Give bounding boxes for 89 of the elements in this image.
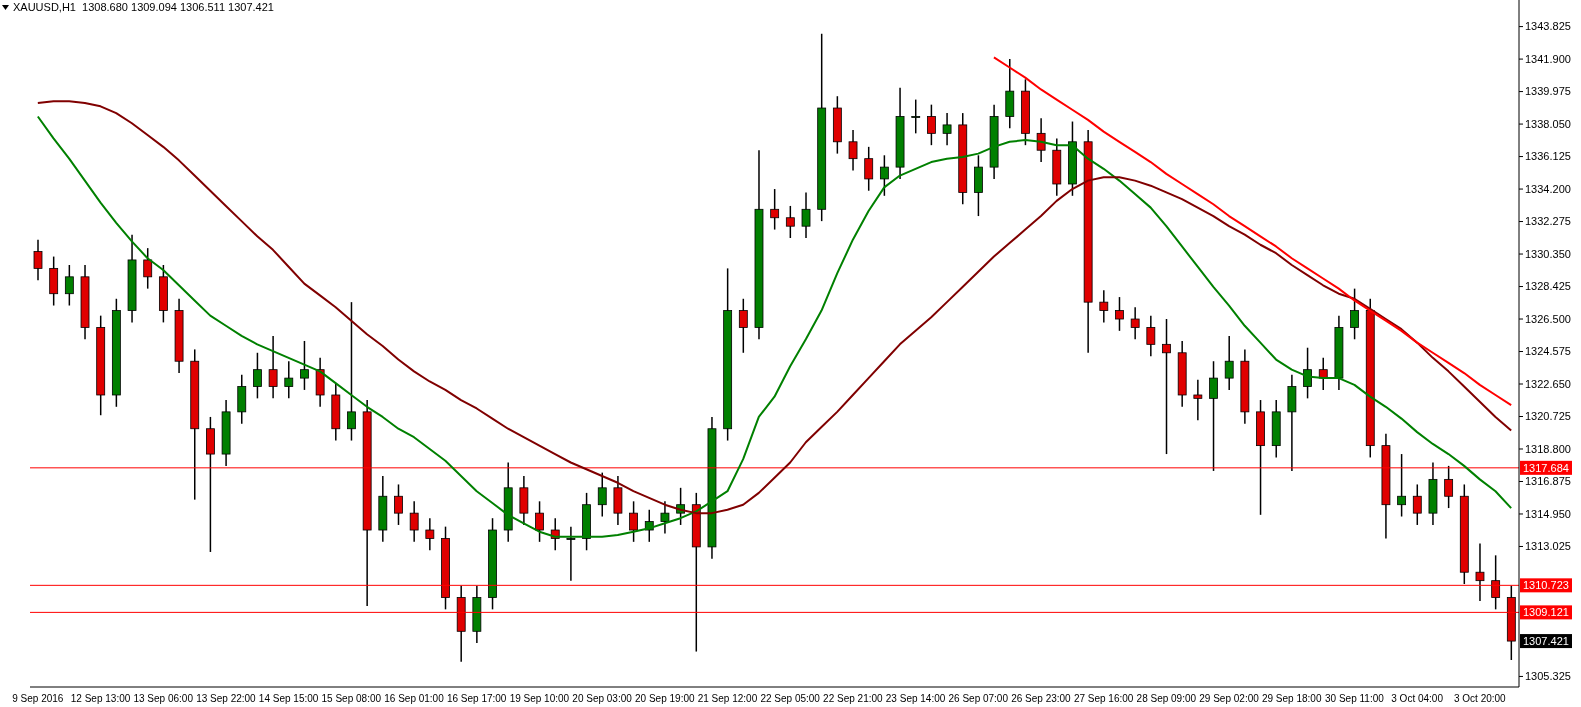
y-tick-label: 1336.125 [1525,150,1571,163]
y-tick-label: 1338.050 [1525,117,1571,130]
x-tick-label: 12 Sep 13:00 [70,693,131,705]
x-tick-label: 27 Sep 16:00 [1073,693,1134,705]
x-tick-label: 29 Sep 18:00 [1261,693,1322,705]
candlestick [770,188,780,231]
x-tick-label: 16 Sep 17:00 [446,693,507,705]
x-tick-label: 22 Sep 05:00 [760,693,821,705]
candlestick [1146,314,1156,357]
x-tick-label: 15 Sep 08:00 [321,693,382,705]
x-tick-label: 28 Sep 09:00 [1136,693,1197,705]
x-tick-label: 13 Sep 22:00 [196,693,257,705]
candlestick [300,340,309,391]
x-tick-label: 29 Sep 02:00 [1199,693,1260,705]
candlestick [1036,117,1046,163]
candlestick [1099,289,1109,324]
y-tick-label: 1339.975 [1525,85,1571,98]
x-tick-label: 22 Sep 21:00 [823,693,884,705]
candlestick [911,98,921,135]
candlestick [1224,335,1234,391]
candlestick [1350,287,1359,341]
candlestick [785,205,795,239]
candlestick [660,500,670,535]
candlestick [738,298,748,354]
x-tick-label: 21 Sep 12:00 [697,693,758,705]
x-tick-label: 20 Sep 19:00 [635,693,695,705]
candlestick [864,146,874,192]
candlestick [801,191,811,239]
candlestick [1162,318,1171,455]
y-tick-label: 1322.650 [1525,377,1571,390]
candlestick [535,500,544,543]
y-tick-label: 1334.200 [1525,182,1571,195]
candlestick [848,129,858,172]
candlestick [1130,306,1140,341]
candlestick [425,517,435,552]
x-tick-label: 20 Sep 03:00 [572,693,633,705]
candlestick [879,154,889,197]
candlestick [284,360,294,400]
x-tick-label: 14 Sep 15:00 [258,693,319,705]
y-tick-label: 1313.025 [1525,540,1571,553]
candlestick [942,112,952,146]
x-tick-label: 3 Oct 04:00 [1391,693,1444,705]
x-tick-label: 16 Sep 01:00 [384,693,445,705]
candlestick [927,103,936,146]
x-tick-label: 13 Sep 06:00 [133,693,194,705]
candlestick [1397,453,1407,518]
y-tick-label: 1328.425 [1525,280,1571,293]
x-tick-label: 26 Sep 07:00 [948,693,1009,705]
candlestick [268,335,278,400]
y-tick-label: 1326.500 [1525,312,1571,325]
text: 1307.421 [1523,635,1569,648]
candlestick [1444,465,1454,509]
candlestick [33,238,43,281]
x-tick-label: 26 Sep 23:00 [1011,693,1072,705]
line-series [992,56,1513,407]
candlestick [1193,379,1203,422]
candlestick [1475,542,1485,602]
candlestick [629,500,638,543]
candlestick [394,483,403,526]
candlestick [1412,483,1422,526]
y-tick-label: 1343.825 [1525,20,1571,33]
y-tick-label: 1316.875 [1525,475,1571,488]
ref-line-label: 1317.684 [1523,461,1569,474]
candlestick [143,247,153,290]
x-tick-label: 23 Sep 14:00 [885,693,946,705]
candlestick [409,500,419,543]
candlestick [1491,554,1501,611]
y-tick-label: 1330.350 [1525,247,1571,260]
y-tick-label: 1332.275 [1525,215,1571,228]
candlestick [1209,360,1218,472]
x-tick-label: 30 Sep 11:00 [1325,693,1385,705]
candlestick [347,301,356,442]
y-tick-label: 1341.900 [1525,52,1571,65]
x-tick-label: 9 Sep 2016 [12,693,64,705]
y-tick-label: 1318.800 [1525,442,1571,455]
x-tick-label: 3 Oct 20:00 [1453,693,1507,705]
candlestick [1303,346,1312,400]
y-tick-label: 1320.725 [1525,410,1571,423]
chart-title: XAUUSD,H1 1308.680 1309.094 1306.511 1307.421 [13,1,274,13]
candlestick [597,471,607,518]
ref-line-label: 1310.723 [1523,579,1569,592]
y-tick-label: 1324.575 [1525,345,1571,358]
candlestick [64,264,74,307]
y-tick-label: 1305.325 [1525,670,1571,683]
candlestick [1115,296,1124,332]
x-tick-label: 19 Sep 10:00 [509,693,570,705]
candlestick [253,352,262,400]
y-tick-label: 1314.950 [1525,507,1571,520]
ref-line-label: 1309.121 [1523,606,1569,619]
